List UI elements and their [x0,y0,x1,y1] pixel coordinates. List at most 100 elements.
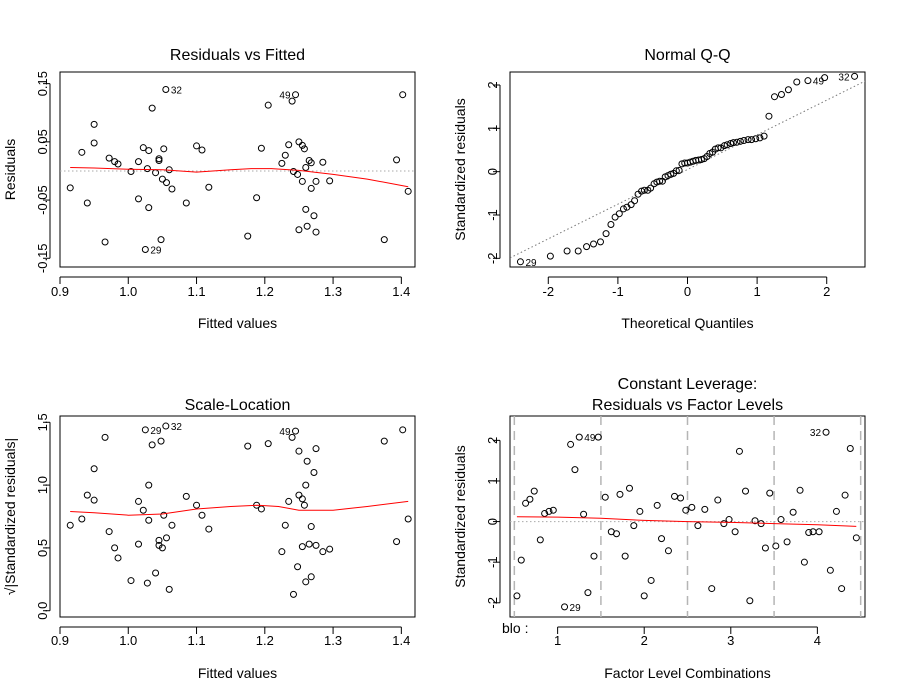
x-tick-label: 1.2 [256,284,274,299]
data-point [278,548,286,556]
chart-rvf: Residuals vs Fitted 0.9 1.0 1.1 1.2 1.3 1.4 Fit… [2,47,416,331]
data-point [380,236,388,244]
data-point [563,247,571,255]
data-point [145,147,153,155]
chart-title: Constant Leverage: [618,376,758,393]
data-point [163,179,170,187]
y-tick-label: 2 [485,437,500,444]
data-point [294,170,302,178]
data-point [784,86,792,94]
data-point [846,444,854,452]
data-point [83,491,91,499]
data-point [838,585,846,593]
data-point [145,516,153,524]
y-axis: -0.15 -0.05 0.05 0.15 Residuals [2,71,51,273]
data-point [141,246,149,254]
data-point [517,556,525,564]
y-tick-label: 2 [485,81,500,88]
data-point [90,496,98,504]
data-point [601,493,609,501]
data-point [305,156,313,164]
data-point [765,112,773,120]
data-point [717,144,725,152]
y-tick-label: 1 [485,477,500,484]
data-point [584,589,592,597]
data-point [307,159,315,167]
x-tick-label: 0 [684,284,691,299]
y-tick-label: -1 [485,556,500,568]
data-point [727,140,735,147]
y-tick-label: -2 [485,253,500,265]
data-point [90,139,98,147]
x-axis-label: Theoretical Quantiles [621,315,753,331]
data-point [714,496,722,504]
y-tick-label: 0.15 [35,71,50,96]
data-point [307,184,315,192]
data-point [729,139,737,147]
data-point [139,506,147,514]
data-point [671,492,679,500]
data-point [298,177,306,185]
x-tick-label: 0.9 [51,633,69,648]
data-point [101,238,109,246]
data-point [168,521,176,529]
data-point [253,194,261,202]
data-point [658,535,666,543]
y-tick-label: 1 [485,125,500,132]
data-point [158,175,166,183]
data-point [148,441,156,449]
data-point [105,528,113,536]
data-point [723,141,731,149]
data-point [567,440,575,448]
data-point [127,577,135,585]
data-point [205,183,213,191]
data-point [319,158,327,166]
data-point [621,552,629,560]
y-axis-label: √|Standardized residuals| [2,438,18,595]
data-point [399,91,407,99]
data-point [298,495,306,503]
data-point [326,177,334,185]
data-point [145,204,153,212]
chart-subtitle: Residuals vs Factor Levels [592,397,783,414]
data-point [158,544,166,552]
data-point [101,433,109,441]
data-point [760,132,768,140]
data-point [294,563,302,571]
data-point [298,141,306,149]
data-point [653,501,661,509]
data-point [714,144,722,152]
x-tick-label: 1.4 [392,633,410,648]
data-point [257,505,265,513]
data-point [168,185,176,193]
data-point [640,186,648,194]
data-point [667,170,675,178]
data-point [404,515,412,523]
data-point [607,221,615,229]
data-point [310,469,318,477]
data-point [404,187,412,195]
data-point [182,199,190,207]
data-point [289,590,297,598]
data-point [288,433,296,441]
data-point [796,486,804,494]
x-tick-label: 1.0 [119,284,137,299]
data-point [583,243,591,251]
data-point [516,258,524,266]
point-id-label: 32 [171,85,183,96]
data-point [616,490,624,498]
data-point [636,507,644,515]
data-point [647,576,655,584]
data-point [257,144,265,152]
data-point [613,530,620,538]
data-point [852,534,860,542]
data-point [305,540,313,548]
data-point [546,252,554,260]
data-point [688,503,696,511]
data-point [733,138,741,146]
data-point [541,509,549,517]
data-point [720,520,728,528]
data-point [851,72,859,80]
data-point [594,433,602,441]
data-point [826,566,834,574]
